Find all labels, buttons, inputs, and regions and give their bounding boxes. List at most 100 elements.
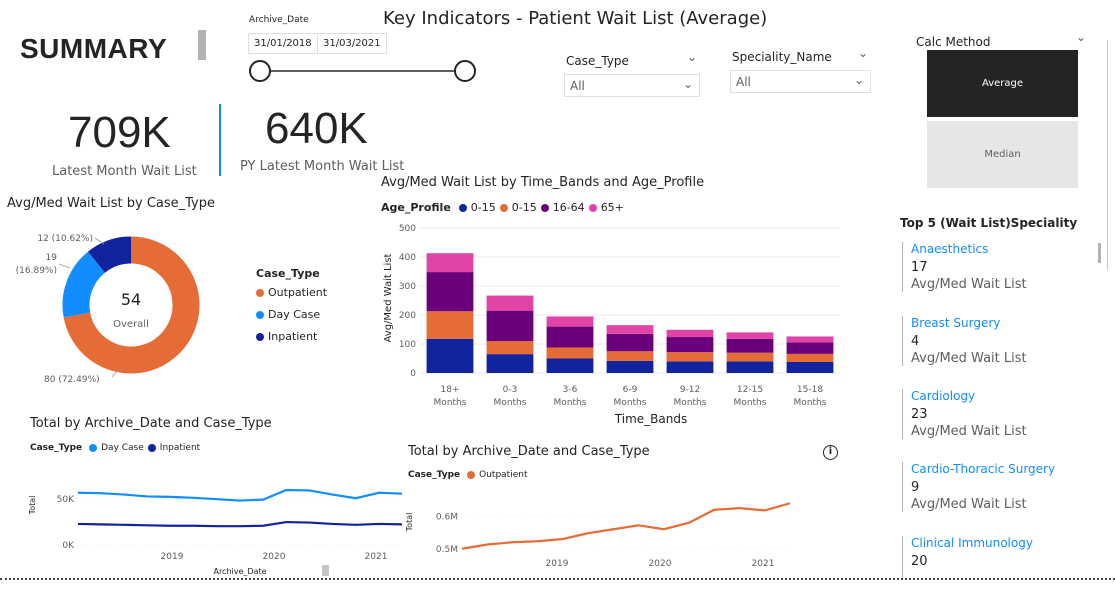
legend-dot bbox=[467, 471, 476, 479]
top5-card-5[interactable]: Clinical Immunology 20 bbox=[902, 536, 1033, 578]
bar-segment bbox=[486, 310, 534, 342]
bar-legend-0-15-b[interactable]: 0-15 bbox=[511, 201, 537, 214]
bar-segment bbox=[786, 353, 834, 362]
bar-segment bbox=[786, 336, 834, 343]
bar-segment bbox=[486, 354, 534, 373]
archive-date-slider-start-handle[interactable] bbox=[249, 60, 271, 82]
legend-label: Outpatient bbox=[268, 286, 328, 299]
top5-name[interactable]: Breast Surgery bbox=[911, 316, 1001, 330]
top5-scrollbar[interactable] bbox=[1098, 243, 1101, 263]
bar-segment bbox=[606, 325, 654, 334]
py-latest-month-wait-list-label: PY Latest Month Wait List bbox=[240, 159, 405, 174]
archive-date-label: Archive_Date bbox=[249, 15, 309, 25]
speciality-dropdown-value: All bbox=[736, 75, 751, 89]
top5-value: 9 bbox=[911, 480, 920, 495]
line-x-tick: 2019 bbox=[161, 552, 184, 562]
calc-method-average-button[interactable]: Average bbox=[927, 50, 1078, 117]
right-edge-divider bbox=[1107, 40, 1108, 270]
top5-metric-label: Avg/Med Wait List bbox=[911, 424, 1027, 439]
bar-y-tick: 300 bbox=[399, 282, 416, 292]
donut-label-inpatient: 12 (10.62%) bbox=[37, 234, 93, 244]
case-type-dropdown[interactable]: All ⌄ bbox=[564, 74, 700, 97]
bar-legend-65-plus[interactable]: 65+ bbox=[600, 201, 624, 214]
line-series-day-case bbox=[77, 488, 403, 502]
archive-date-slider-end-handle[interactable] bbox=[454, 60, 476, 82]
donut-legend-title: Case_Type bbox=[256, 267, 320, 280]
top5-metric-label: Avg/Med Wait List bbox=[911, 277, 1027, 292]
donut-label-daycase-value: 19 bbox=[46, 253, 58, 263]
bar-legend-0-15-a[interactable]: 0-15 bbox=[470, 201, 496, 214]
case-type-slicer-label: Case_Type bbox=[566, 54, 629, 68]
line-chart-1: 0K 50K 2019 2020 2021 Total Archive_Date bbox=[28, 488, 403, 576]
bar-segment bbox=[666, 337, 714, 353]
bar-x-tick: Months bbox=[554, 398, 587, 408]
calc-method-median-button[interactable]: Median bbox=[927, 121, 1078, 188]
line2-legend-outpatient[interactable]: Outpatient bbox=[479, 470, 528, 480]
speciality-slicer[interactable]: Speciality_Name ⌄ bbox=[732, 46, 870, 65]
line1-scrollbar[interactable] bbox=[322, 565, 329, 576]
legend-dot bbox=[540, 203, 549, 212]
chevron-down-icon[interactable]: ⌄ bbox=[1075, 30, 1086, 44]
legend-dot bbox=[256, 288, 264, 297]
speciality-dropdown[interactable]: All ⌄ bbox=[730, 70, 871, 93]
bar-legend-title: Age_Profile bbox=[381, 201, 451, 214]
legend-dot bbox=[256, 310, 264, 319]
archive-date-start-input[interactable]: 31/01/2018 bbox=[248, 33, 318, 54]
donut-legend-inpatient[interactable]: Inpatient bbox=[256, 330, 317, 343]
bar-segment bbox=[786, 342, 834, 354]
bar-x-tick: 15-18 bbox=[797, 385, 823, 395]
line1-legend-day-case[interactable]: Day Case bbox=[101, 443, 144, 453]
top5-name[interactable]: Cardiology bbox=[911, 389, 976, 403]
top5-title: Top 5 (Wait List)Speciality bbox=[900, 216, 1078, 230]
chevron-down-icon[interactable]: ⌄ bbox=[857, 46, 868, 60]
top5-name[interactable]: Cardio-Thoracic Surgery bbox=[911, 462, 1056, 476]
bar-segment bbox=[726, 361, 774, 373]
line-x-tick: 2020 bbox=[649, 559, 672, 569]
bar-segment bbox=[426, 311, 474, 339]
bar-segment bbox=[426, 338, 474, 373]
bar-legend-16-64[interactable]: 16-64 bbox=[552, 201, 585, 214]
bar-x-tick: 9-12 bbox=[680, 385, 700, 395]
top5-value: 4 bbox=[911, 334, 920, 349]
legend-dot bbox=[256, 332, 264, 341]
top5-card-2[interactable]: Breast Surgery 4 Avg/Med Wait List bbox=[902, 316, 1027, 366]
case-type-slicer[interactable]: Case_Type ⌄ bbox=[566, 50, 699, 69]
top5-value: 17 bbox=[911, 260, 928, 275]
line-x-tick: 2019 bbox=[546, 559, 569, 569]
bar-segment bbox=[546, 358, 594, 373]
line-chart-2-legend: Case_Type Outpatient bbox=[408, 470, 527, 480]
kpi-divider bbox=[219, 104, 221, 176]
bar-segment bbox=[726, 332, 774, 339]
bar-x-tick: 0-3 bbox=[503, 385, 518, 395]
top5-card-4[interactable]: Cardio-Thoracic Surgery 9 Avg/Med Wait L… bbox=[902, 462, 1055, 512]
bar-segment bbox=[726, 352, 774, 362]
bar-segment bbox=[666, 361, 714, 373]
legend-label: Day Case bbox=[268, 308, 321, 321]
chevron-down-icon[interactable]: ⌄ bbox=[686, 50, 697, 64]
calc-method-slicer[interactable]: Calc Method ⌄ bbox=[916, 30, 1088, 50]
line1-legend-inpatient[interactable]: Inpatient bbox=[159, 443, 201, 453]
line-x-tick: 2021 bbox=[752, 559, 775, 569]
archive-date-end-input[interactable]: 31/03/2021 bbox=[317, 33, 387, 54]
bar-segment bbox=[666, 352, 714, 362]
bar-y-tick: 0 bbox=[410, 369, 416, 379]
line-x-tick: 2020 bbox=[263, 552, 286, 562]
line-y-tick: 0K bbox=[62, 541, 75, 551]
donut-legend-outpatient[interactable]: Outpatient bbox=[256, 286, 327, 299]
page-title: Key Indicators - Patient Wait List (Aver… bbox=[383, 8, 768, 29]
latest-month-wait-list-value: 709K bbox=[68, 108, 171, 157]
line-y-tick: 0.6M bbox=[436, 512, 458, 522]
summary-accent-bar bbox=[198, 30, 206, 60]
info-icon[interactable]: i bbox=[823, 445, 838, 460]
bar-x-tick: 18+ bbox=[441, 385, 460, 395]
legend-label: Inpatient bbox=[268, 330, 318, 343]
top5-card-1[interactable]: Anaesthetics 17 Avg/Med Wait List bbox=[902, 242, 1027, 292]
bar-y-tick: 500 bbox=[399, 224, 416, 234]
top5-name[interactable]: Anaesthetics bbox=[911, 242, 989, 256]
legend-dot bbox=[458, 203, 467, 212]
donut-legend-day-case[interactable]: Day Case bbox=[256, 308, 320, 321]
top5-card-3[interactable]: Cardiology 23 Avg/Med Wait List bbox=[902, 389, 1027, 439]
bar-y-tick: 100 bbox=[399, 340, 416, 350]
bar-chart: 0 100 200 300 400 500 18+ Months 0-3 Months 3-6 Mon… bbox=[383, 224, 840, 426]
top5-name[interactable]: Clinical Immunology bbox=[911, 536, 1033, 550]
